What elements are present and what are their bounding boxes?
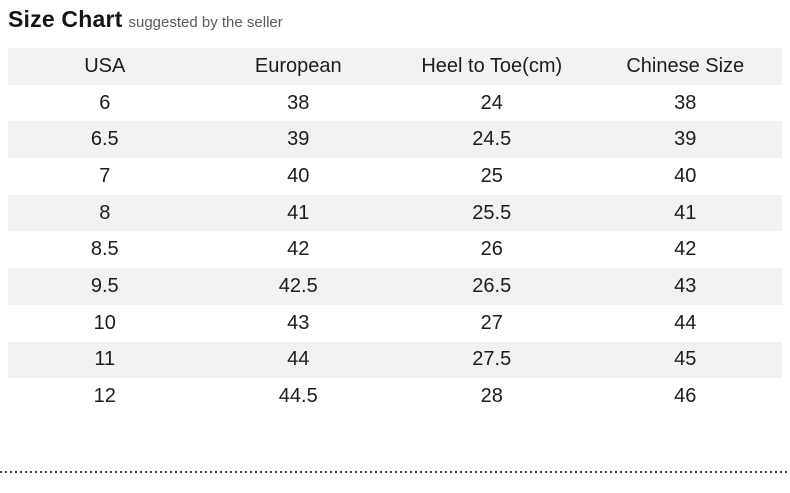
table-cell: 40 [287, 164, 310, 187]
table-row: 7 40 25 40 [8, 158, 782, 195]
table-cell: 38 [674, 91, 697, 114]
table-row: 8 41 25.5 41 [8, 194, 782, 232]
table-cell: 41 [287, 201, 310, 224]
table-cell: 39 [287, 128, 310, 151]
table-cell: 46 [674, 385, 697, 408]
page-subtitle: suggested by the seller [128, 14, 283, 31]
page-title: Size Chart [8, 6, 123, 32]
column-header: Heel to Toe(cm) [421, 54, 563, 77]
table-row: 12 44.5 28 46 [8, 378, 782, 415]
column-header: Chinese Size [626, 54, 745, 77]
table-cell: 44.5 [278, 385, 318, 408]
table-cell: 12 [93, 385, 116, 408]
table-cell: 7 [99, 164, 111, 187]
table-cell: 27.5 [472, 348, 512, 371]
table-cell: 26.5 [472, 274, 512, 297]
table-cell: 41 [674, 201, 697, 224]
table-cell: 25 [480, 164, 503, 187]
table-cell: 10 [93, 311, 116, 334]
table-row: 6 38 24 38 [8, 84, 782, 122]
column-header: USA [84, 54, 126, 77]
table-cell: 28 [480, 385, 503, 408]
table-row: 10 43 27 44 [8, 304, 782, 342]
table-cell: 9.5 [90, 274, 119, 297]
table-cell: 44 [287, 348, 310, 371]
table-cell: 24 [480, 91, 503, 114]
table-row: 8.5 42 26 42 [8, 231, 782, 269]
table-cell: 24.5 [472, 128, 512, 151]
table-cell: 6 [99, 91, 111, 114]
table-cell: 45 [674, 348, 697, 371]
table-cell: 42 [674, 238, 697, 261]
table-cell: 38 [287, 91, 310, 114]
table-cell: 42 [287, 238, 310, 261]
table-row: 6.5 39 24.5 39 [8, 121, 782, 159]
table-cell: 11 [94, 348, 116, 371]
table-cell: 42.5 [278, 274, 318, 297]
table-cell: 40 [674, 164, 697, 187]
size-table-body: 6 38 24 38 6.5 39 24.5 39 7 40 25 40 8 41 25.5 41 8.5 42 2… [8, 84, 782, 415]
size-table-head: USA European Heel to Toe(cm) Chinese Size [8, 48, 782, 85]
table-cell: 8 [99, 201, 111, 224]
size-chart-header: Size Chart suggested by the seller [8, 6, 782, 40]
column-header: European [254, 54, 342, 77]
table-cell: 6.5 [90, 128, 119, 151]
table-cell: 27 [480, 311, 503, 334]
table-cell: 43 [287, 311, 310, 334]
table-row: 9.5 42.5 26.5 43 [8, 268, 782, 305]
table-cell: 25.5 [472, 201, 512, 224]
table-cell: 43 [674, 274, 697, 297]
size-chart-table: USA European Heel to Toe(cm) Chinese Size 6… [8, 48, 782, 415]
table-cell: 44 [674, 311, 697, 334]
table-cell: 39 [674, 128, 697, 151]
dotted-divider [0, 471, 790, 473]
size-table-header-row: USA European Heel to Toe(cm) Chinese Size [8, 48, 782, 85]
table-cell: 8.5 [90, 238, 119, 261]
table-row: 11 44 27.5 45 [8, 341, 782, 379]
table-cell: 26 [480, 238, 503, 261]
